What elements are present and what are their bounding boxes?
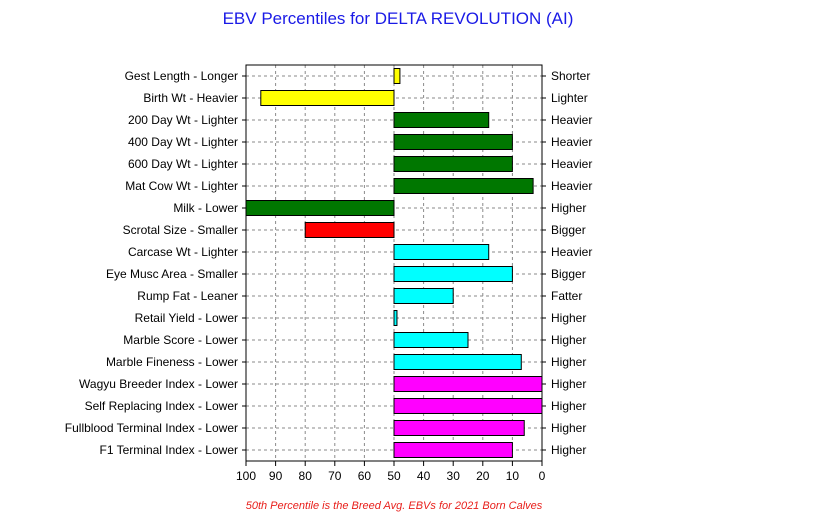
row-label-left: Eye Musc Area - Smaller — [106, 267, 238, 281]
x-tick-label: 100 — [236, 469, 256, 483]
row-label-right: Heavier — [551, 157, 592, 171]
row-label-left: Mat Cow Wt - Lighter — [125, 179, 238, 193]
bar — [393, 398, 543, 414]
row-label-left: Milk - Lower — [173, 201, 238, 215]
row-label-left: Marble Fineness - Lower — [106, 355, 238, 369]
bars-group — [245, 68, 543, 458]
row-label-left: Rump Fat - Leaner — [137, 289, 238, 303]
x-tick-label: 40 — [417, 469, 431, 483]
bar — [393, 376, 543, 392]
x-tick-label: 70 — [328, 469, 342, 483]
row-label-right: Heavier — [551, 113, 592, 127]
row-label-left: Gest Length - Longer — [125, 69, 238, 83]
row-label-right: Higher — [551, 421, 586, 435]
bar — [304, 222, 395, 238]
row-label-left: 200 Day Wt - Lighter — [128, 113, 238, 127]
chart-footnote: 50th Percentile is the Breed Avg. EBVs f… — [246, 500, 543, 512]
x-tick-label: 60 — [358, 469, 372, 483]
bar — [393, 244, 490, 260]
bar — [393, 354, 522, 370]
row-label-right: Heavier — [551, 179, 592, 193]
bar — [393, 134, 513, 150]
row-label-left: Marble Score - Lower — [123, 333, 238, 347]
bar — [393, 288, 454, 304]
bar — [260, 90, 395, 106]
bar — [393, 420, 525, 436]
row-label-right: Heavier — [551, 135, 592, 149]
row-label-right: Higher — [551, 443, 586, 457]
x-tick-label: 10 — [506, 469, 520, 483]
row-label-right: Fatter — [551, 289, 582, 303]
bar — [393, 112, 490, 128]
x-tick-label: 50 — [387, 469, 401, 483]
row-label-left: Birth Wt - Heavier — [143, 91, 238, 105]
row-label-left: Self Replacing Index - Lower — [85, 399, 238, 413]
row-label-left: 600 Day Wt - Lighter — [128, 157, 238, 171]
bar — [393, 442, 513, 458]
row-label-left: Scrotal Size - Smaller — [123, 223, 238, 237]
chart-title: EBV Percentiles for DELTA REVOLUTION (AI… — [223, 9, 574, 28]
row-label-right: Heavier — [551, 245, 592, 259]
bar — [393, 178, 534, 194]
x-tick-label: 80 — [299, 469, 313, 483]
row-labels: Gest Length - Longer Shorter Birth Wt - He… — [65, 69, 593, 457]
row-label-right: Bigger — [551, 267, 586, 281]
row-label-left: Carcase Wt - Lighter — [128, 245, 238, 259]
row-label-right: Higher — [551, 399, 586, 413]
bar — [393, 310, 398, 326]
bar — [393, 156, 513, 172]
row-label-left: Fullblood Terminal Index - Lower — [65, 421, 238, 435]
row-label-right: Higher — [551, 377, 586, 391]
row-label-right: Higher — [551, 201, 586, 215]
x-tick-label: 0 — [539, 469, 546, 483]
bar — [393, 332, 469, 348]
row-label-right: Shorter — [551, 69, 590, 83]
row-label-right: Lighter — [551, 91, 588, 105]
row-label-left: Wagyu Breeder Index - Lower — [79, 377, 238, 391]
row-label-right: Higher — [551, 355, 586, 369]
row-label-left: Retail Yield - Lower — [135, 311, 238, 325]
bar — [393, 68, 401, 84]
bar — [245, 200, 395, 216]
x-tick-label: 90 — [269, 469, 283, 483]
bar — [393, 266, 513, 282]
x-axis-ticks: 100 90 80 70 60 50 40 30 20 10 0 — [236, 461, 546, 483]
x-tick-label: 30 — [447, 469, 461, 483]
row-label-right: Bigger — [551, 223, 586, 237]
x-tick-label: 20 — [476, 469, 490, 483]
row-label-left: F1 Terminal Index - Lower — [99, 443, 238, 457]
row-label-left: 400 Day Wt - Lighter — [128, 135, 238, 149]
row-label-right: Higher — [551, 311, 586, 325]
row-label-right: Higher — [551, 333, 586, 347]
